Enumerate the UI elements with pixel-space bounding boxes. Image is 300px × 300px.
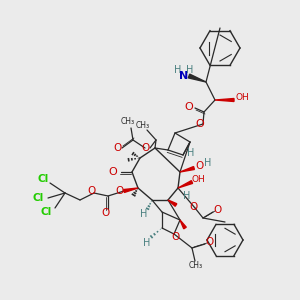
Text: H: H: [143, 238, 151, 248]
Text: O: O: [214, 205, 222, 215]
Text: H: H: [187, 148, 195, 158]
Text: O: O: [88, 186, 96, 196]
Text: N: N: [179, 71, 189, 81]
Text: O: O: [109, 167, 117, 177]
Text: O: O: [141, 143, 149, 153]
Text: O: O: [189, 202, 197, 212]
Text: OH: OH: [235, 94, 249, 103]
Text: O: O: [196, 119, 204, 129]
Text: O: O: [172, 232, 180, 242]
Text: O: O: [115, 186, 123, 196]
Text: CH₃: CH₃: [121, 118, 135, 127]
Text: O: O: [113, 143, 121, 153]
Text: O: O: [206, 237, 214, 247]
Polygon shape: [215, 98, 234, 101]
Text: Cl: Cl: [40, 207, 52, 217]
Polygon shape: [124, 188, 138, 193]
Polygon shape: [178, 181, 193, 188]
Polygon shape: [188, 74, 206, 82]
Text: CH₃: CH₃: [189, 262, 203, 271]
Text: H: H: [204, 158, 212, 168]
Polygon shape: [180, 220, 186, 229]
Text: CH₃: CH₃: [136, 122, 150, 130]
Text: H: H: [183, 191, 191, 201]
Text: Cl: Cl: [32, 193, 44, 203]
Text: O: O: [196, 161, 204, 171]
Text: O: O: [184, 102, 194, 112]
Text: H: H: [186, 65, 194, 75]
Polygon shape: [180, 167, 194, 172]
Text: Cl: Cl: [38, 174, 49, 184]
Text: H: H: [140, 209, 148, 219]
Text: OH: OH: [191, 176, 205, 184]
Polygon shape: [168, 200, 177, 206]
Text: O: O: [101, 208, 109, 218]
Text: H: H: [174, 65, 182, 75]
